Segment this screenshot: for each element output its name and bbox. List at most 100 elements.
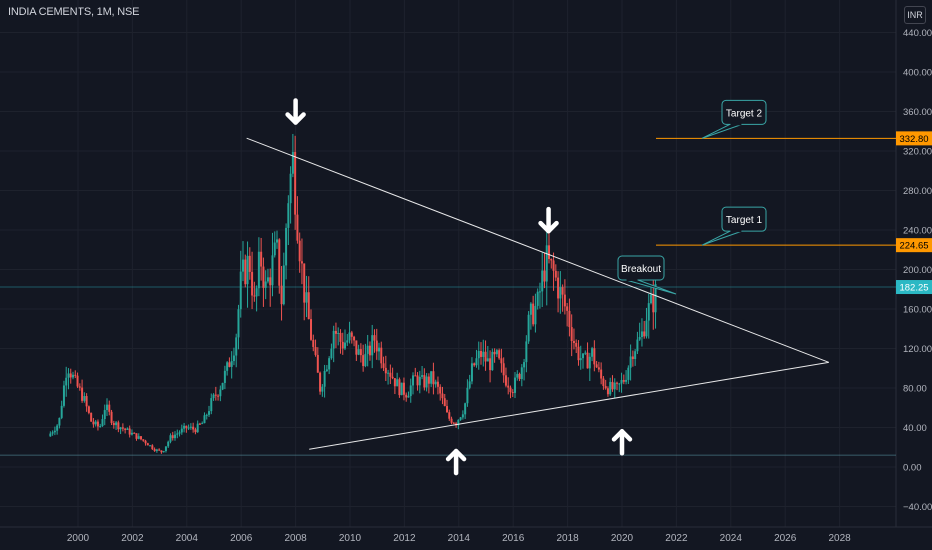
candle-body (498, 350, 501, 359)
candle-body (654, 284, 657, 313)
candle-body (584, 352, 587, 354)
candle-body (303, 263, 306, 303)
candle-body (226, 362, 229, 371)
callout-label: Breakout (621, 264, 661, 275)
candle-body (532, 303, 535, 325)
candle-body (208, 411, 211, 415)
candle-body (192, 426, 195, 430)
candle-body (62, 385, 65, 406)
down-arrow-icon (538, 206, 559, 234)
candle-body (169, 435, 172, 442)
candle-body (112, 422, 115, 426)
candle-body (482, 351, 485, 357)
candle-body (461, 414, 464, 418)
candle-body (76, 375, 79, 387)
y-tick-label: 80.00 (903, 384, 927, 395)
grid (0, 0, 932, 528)
candle-body (525, 341, 528, 363)
candle-body (509, 387, 512, 393)
candle-body (375, 340, 378, 352)
candle-body (235, 337, 238, 356)
candle-body (622, 380, 625, 382)
candle-body (210, 398, 213, 412)
candle-body (443, 398, 446, 407)
candle-body (253, 295, 256, 297)
candle-body (470, 363, 473, 382)
candle-body (212, 394, 215, 399)
candle-body (514, 377, 517, 393)
candle-body (323, 370, 326, 387)
candle-body (500, 358, 503, 364)
candle-body (448, 412, 451, 419)
candle-body (164, 446, 167, 452)
candle-body (434, 381, 437, 385)
arrow-head (445, 448, 467, 462)
candle-body (144, 440, 147, 444)
candle-body (255, 288, 258, 297)
candle-body (595, 364, 598, 368)
candle-body (643, 331, 646, 337)
candle-body (371, 335, 374, 356)
candle-body (518, 373, 521, 380)
candle-body (418, 376, 421, 386)
y-axis: −40.00 0.00 40.00 80.00 120.00 160.00 200.00 24… (903, 28, 932, 513)
candle-body (631, 356, 634, 359)
resistance-trendline (246, 137, 829, 363)
candle-body (162, 451, 165, 453)
x-tick-label: 2020 (611, 533, 634, 544)
candle-body (364, 353, 367, 367)
candle-body (640, 331, 643, 337)
candle-body (627, 367, 630, 380)
candle-body (189, 426, 192, 428)
candle-body (291, 152, 294, 174)
candle-body (391, 376, 394, 379)
candle-body (618, 383, 621, 385)
candle-body (346, 340, 349, 343)
callout-label: Target 2 (726, 108, 763, 119)
candle-body (51, 432, 54, 434)
candle-body (552, 260, 555, 271)
x-tick-label: 2000 (67, 533, 90, 544)
candle-body (616, 382, 619, 384)
candle-body (359, 349, 362, 356)
candle-body (634, 351, 637, 359)
candle-body (421, 375, 424, 377)
candle-body (264, 281, 267, 288)
candle-body (645, 320, 648, 337)
y-tick-label: 40.00 (903, 423, 927, 434)
candle-body (285, 227, 288, 266)
candle-body (446, 406, 449, 413)
candle-body (507, 385, 510, 388)
candle-body (321, 386, 324, 392)
y-tick-label: 360.00 (903, 107, 932, 118)
y-tick-label: 280.00 (903, 186, 932, 197)
candle-body (350, 332, 353, 337)
y-tick-label: −40.00 (903, 502, 932, 513)
candle-body (90, 412, 93, 422)
candle-body (230, 361, 233, 367)
candle-body (611, 381, 614, 390)
candle-body (609, 381, 612, 395)
candle-body (582, 353, 585, 359)
candle-body (373, 335, 376, 341)
y-tick-label: 400.00 (903, 68, 932, 79)
callout-box (721, 99, 767, 125)
callout-gap (730, 122, 742, 126)
candle-body (387, 372, 390, 374)
x-tick-label: 2014 (448, 533, 471, 544)
candle-body (650, 294, 653, 304)
candle-body (563, 294, 566, 307)
candle-body (389, 372, 392, 377)
candle-body (575, 343, 578, 347)
candle-body (464, 403, 467, 415)
candle-body (477, 350, 480, 359)
candle-body (541, 270, 544, 292)
candle-body (219, 389, 222, 397)
candle-body (319, 372, 322, 392)
candle-body (99, 426, 102, 428)
candle-body (328, 358, 331, 370)
currency-button[interactable]: INR (904, 6, 926, 24)
arrow-head (611, 429, 633, 442)
baseline (0, 286, 896, 456)
